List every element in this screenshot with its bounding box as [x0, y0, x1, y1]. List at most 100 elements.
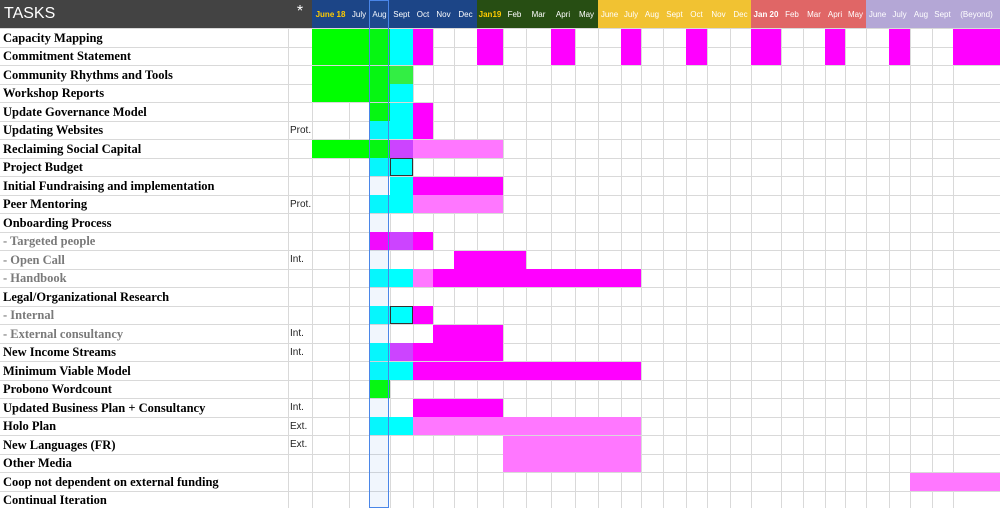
- timeline-bar[interactable]: [551, 28, 575, 47]
- month-header-20[interactable]: Feb: [781, 0, 803, 28]
- timeline-bar[interactable]: [413, 361, 641, 380]
- timeline-bar[interactable]: [413, 28, 433, 47]
- month-header-1[interactable]: July: [349, 0, 369, 28]
- timeline-bar[interactable]: [686, 47, 707, 65]
- task-label[interactable]: Initial Fundraising and implementation: [3, 178, 215, 193]
- timeline-bar[interactable]: [889, 28, 910, 47]
- timeline-bar[interactable]: [369, 121, 413, 139]
- month-header-23[interactable]: May: [845, 0, 866, 28]
- month-header-7[interactable]: Jan19: [477, 0, 503, 28]
- month-header-11[interactable]: May: [575, 0, 598, 28]
- task-label[interactable]: New Languages (FR): [3, 437, 116, 452]
- task-label[interactable]: Coop not dependent on external funding: [3, 474, 219, 489]
- task-label[interactable]: - Internal: [3, 308, 55, 322]
- task-label[interactable]: - Targeted people: [3, 234, 96, 248]
- task-label[interactable]: Reclaiming Social Capital: [3, 141, 142, 156]
- timeline-bar[interactable]: [413, 306, 433, 324]
- task-label[interactable]: - External consultancy: [3, 326, 124, 341]
- timeline-bar[interactable]: [369, 343, 390, 361]
- task-label[interactable]: New Income Streams: [3, 345, 116, 359]
- timeline-bar[interactable]: [369, 232, 390, 250]
- month-header-3[interactable]: Sept: [390, 0, 413, 28]
- timeline-bar[interactable]: [551, 47, 575, 65]
- task-note[interactable]: Prot.: [290, 124, 312, 136]
- timeline-bar[interactable]: [369, 380, 390, 398]
- timeline-bar[interactable]: [312, 47, 390, 65]
- timeline-bar[interactable]: [825, 47, 845, 65]
- timeline-bar[interactable]: [390, 47, 413, 65]
- timeline-bar[interactable]: [686, 28, 707, 47]
- timeline-bar[interactable]: [390, 343, 413, 361]
- task-label[interactable]: Legal/Organizational Research: [3, 289, 170, 304]
- task-label[interactable]: Probono Wordcount: [3, 382, 112, 396]
- timeline-bar[interactable]: [312, 28, 369, 47]
- timeline-bar[interactable]: [433, 324, 503, 343]
- timeline-bar[interactable]: [413, 176, 503, 195]
- month-header-18[interactable]: Dec: [730, 0, 751, 28]
- task-label[interactable]: Peer Mentoring: [3, 197, 88, 211]
- month-header-14[interactable]: Aug: [641, 0, 663, 28]
- task-label[interactable]: Minimum Viable Model: [3, 363, 131, 378]
- timeline-bar[interactable]: [390, 306, 413, 324]
- task-label[interactable]: Onboarding Process: [3, 215, 112, 230]
- timeline-bar[interactable]: [413, 417, 641, 435]
- timeline-bar[interactable]: [413, 121, 433, 139]
- month-header-15[interactable]: Sept: [663, 0, 686, 28]
- task-label[interactable]: - Open Call: [3, 252, 65, 267]
- task-label[interactable]: Holo Plan: [3, 419, 57, 433]
- month-header-26[interactable]: Aug: [910, 0, 932, 28]
- timeline-bar[interactable]: [477, 28, 503, 47]
- timeline-bar[interactable]: [413, 47, 433, 65]
- timeline-bar[interactable]: [889, 47, 910, 65]
- month-header-25[interactable]: July: [889, 0, 910, 28]
- month-header-4[interactable]: Oct: [413, 0, 433, 28]
- task-label[interactable]: Updated Business Plan + Consultancy: [3, 400, 206, 415]
- month-header-24[interactable]: June: [866, 0, 889, 28]
- task-label[interactable]: Capacity Mapping: [3, 30, 103, 45]
- timeline-bar[interactable]: [751, 28, 781, 47]
- timeline-bar[interactable]: [477, 47, 503, 65]
- timeline-bar[interactable]: [503, 454, 641, 472]
- timeline-bar[interactable]: [369, 361, 413, 380]
- task-label[interactable]: Commitment Statement: [3, 49, 132, 63]
- task-label[interactable]: Workshop Reports: [3, 86, 105, 100]
- timeline-bar[interactable]: [751, 47, 781, 65]
- timeline-bar[interactable]: [413, 139, 503, 158]
- timeline-bar[interactable]: [413, 102, 433, 121]
- timeline-bar[interactable]: [312, 84, 390, 102]
- timeline-bar[interactable]: [369, 269, 413, 287]
- task-note[interactable]: Int.: [290, 254, 304, 265]
- tasks-header[interactable]: TASKS: [0, 0, 288, 28]
- timeline-bar[interactable]: [312, 139, 390, 158]
- month-header-13[interactable]: July: [621, 0, 641, 28]
- timeline-bar[interactable]: [369, 417, 413, 435]
- timeline-bar[interactable]: [953, 47, 1000, 65]
- timeline-bar[interactable]: [503, 435, 641, 454]
- timeline-bar[interactable]: [369, 195, 413, 213]
- month-header-17[interactable]: Nov: [707, 0, 730, 28]
- task-note[interactable]: Int.: [290, 346, 304, 358]
- month-header-0[interactable]: June 18: [312, 0, 349, 28]
- task-note[interactable]: Int.: [290, 328, 304, 339]
- task-label[interactable]: Other Media: [3, 456, 72, 470]
- month-header-10[interactable]: Apri: [551, 0, 575, 28]
- month-header-5[interactable]: Nov: [433, 0, 454, 28]
- timeline-bar[interactable]: [390, 28, 413, 47]
- month-header-2[interactable]: Aug: [369, 0, 390, 28]
- timeline-bar[interactable]: [433, 269, 641, 287]
- timeline-bar[interactable]: [621, 47, 641, 65]
- task-label[interactable]: Community Rhythms and Tools: [3, 67, 173, 82]
- timeline-bar[interactable]: [369, 28, 390, 47]
- month-header-6[interactable]: Dec: [454, 0, 477, 28]
- timeline-bar[interactable]: [825, 28, 845, 47]
- month-header-16[interactable]: Oct: [686, 0, 707, 28]
- timeline-bar[interactable]: [454, 250, 526, 269]
- timeline-bar[interactable]: [369, 158, 390, 176]
- timeline-bar[interactable]: [413, 195, 503, 213]
- task-label[interactable]: Project Budget: [3, 160, 83, 174]
- month-header-28[interactable]: (Beyond): [953, 0, 1000, 28]
- task-note[interactable]: Ext.: [290, 439, 308, 450]
- task-note[interactable]: Prot.: [290, 198, 312, 210]
- task-note[interactable]: Ext.: [290, 420, 308, 432]
- task-label[interactable]: Update Governance Model: [3, 104, 147, 119]
